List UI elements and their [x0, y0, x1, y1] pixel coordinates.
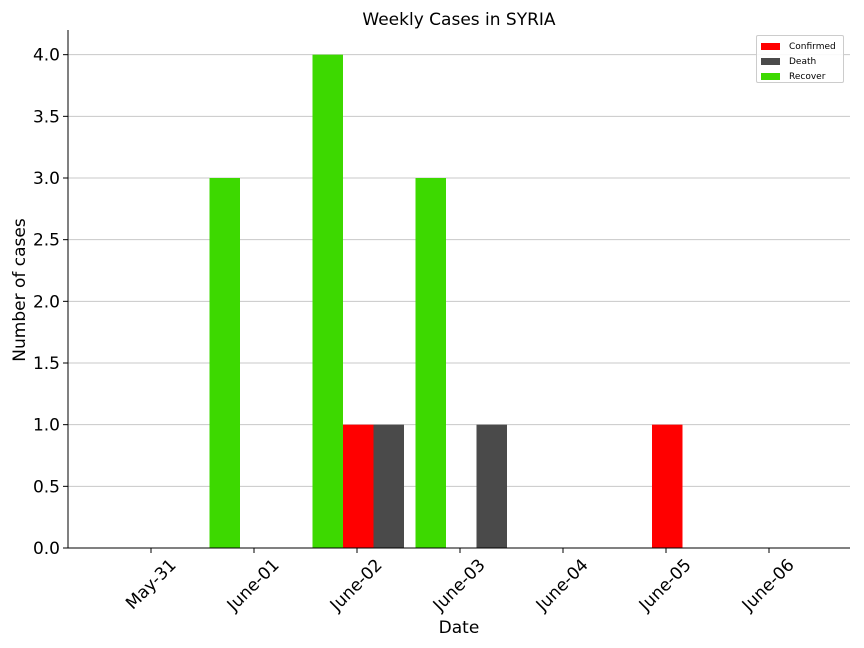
legend-swatch-recover	[761, 73, 780, 80]
legend: Confirmed Death Recover	[756, 35, 844, 83]
bar-death-june-02	[373, 424, 404, 548]
bar-death-june-03	[476, 424, 507, 548]
y-tick-label: 2.0	[33, 292, 60, 312]
x-tick-label: June-03	[429, 555, 490, 616]
x-tick-label: May-31	[122, 555, 180, 613]
x-tick-label: June-05	[635, 555, 696, 616]
bar-recover-june-02	[312, 54, 343, 549]
x-ticks: May-31 June-01 June-02 June-03 June-04 June-0…	[122, 548, 799, 616]
x-tick-label: June-04	[532, 555, 593, 616]
y-tick-label: 4.0	[33, 46, 60, 66]
legend-item-recover: Recover	[761, 69, 839, 84]
legend-label-death: Death	[789, 56, 817, 67]
legend-swatch-confirmed	[761, 43, 780, 50]
gridlines	[68, 54, 850, 549]
bar-confirmed-june-05	[652, 424, 683, 548]
x-tick-label: June-02	[326, 555, 387, 616]
y-tick-label: 1.5	[33, 354, 60, 374]
bar-recover-june-03	[415, 178, 446, 548]
legend-label-recover: Recover	[789, 71, 826, 82]
y-tick-label: 0.5	[33, 477, 60, 497]
legend-swatch-death	[761, 58, 780, 65]
bar-confirmed-june-02	[343, 424, 374, 548]
x-tick-label: June-01	[223, 555, 284, 616]
y-tick-label: 3.0	[33, 169, 60, 189]
bars	[209, 54, 683, 549]
y-axis-label: Number of cases	[10, 218, 30, 362]
legend-item-confirmed: Confirmed	[761, 39, 839, 54]
y-tick-label: 0.0	[33, 539, 60, 559]
chart-title: Weekly Cases in SYRIA	[362, 10, 556, 30]
x-axis-label: Date	[439, 618, 480, 638]
axes	[67, 30, 850, 549]
y-tick-label: 2.5	[33, 231, 60, 251]
y-ticks: 0.0 0.5 1.0 1.5 2.0 2.5 3.0 3.5 4.0	[33, 46, 68, 559]
legend-item-death: Death	[761, 54, 839, 69]
bar-recover-june-01	[209, 178, 240, 548]
y-tick-label: 3.5	[33, 107, 60, 127]
legend-label-confirmed: Confirmed	[789, 41, 836, 52]
x-tick-label: June-06	[738, 555, 799, 616]
y-tick-label: 1.0	[33, 416, 60, 436]
